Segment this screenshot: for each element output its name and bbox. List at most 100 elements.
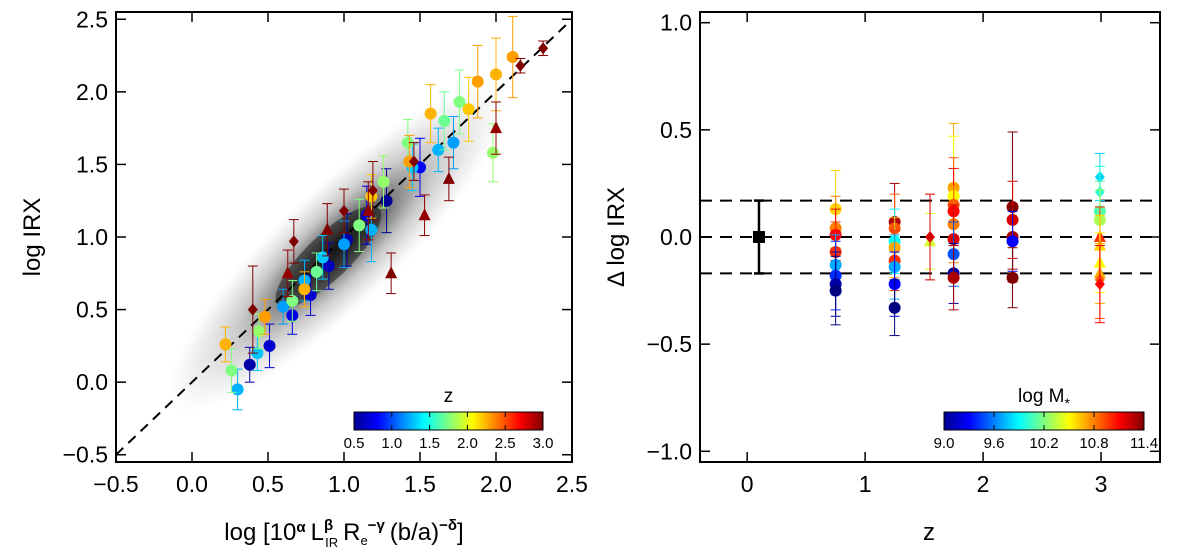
left-point xyxy=(219,338,232,351)
left-point xyxy=(316,251,329,264)
left-xlabel: log [10α Lβ IR Re−γ (b/a)−δ] xyxy=(224,517,463,550)
left-point xyxy=(322,260,335,273)
left-point xyxy=(286,294,299,307)
left-point xyxy=(252,325,265,338)
right-panel: 0 1 2 3 −1.0 −0.5 0.0 0.5 1.0 Δ log IRX z 9.0 9.6… xyxy=(603,10,1161,546)
right-y-tick-label: −0.5 xyxy=(647,331,692,357)
left-point xyxy=(288,235,299,248)
right-colorbar-tick-label: 9.6 xyxy=(984,435,1005,452)
series-4 xyxy=(281,101,502,298)
left-colorbar: 0.5 1.0 1.5 2.0 2.5 3.0 z xyxy=(344,386,554,452)
left-x-tick-label: 0.5 xyxy=(252,471,284,497)
scatter-marker xyxy=(752,231,765,243)
left-y-tick-label: 2.5 xyxy=(76,6,108,32)
right-xlabel: z xyxy=(923,519,935,546)
left-point xyxy=(380,194,393,207)
right-x-tick-label: 3 xyxy=(1095,471,1108,497)
right-plot-area xyxy=(700,122,1160,337)
left-point xyxy=(377,175,390,188)
right-y-tick-label: −1.0 xyxy=(647,438,692,464)
left-point xyxy=(338,238,350,251)
left-colorbar-title-text: z xyxy=(444,386,454,407)
right-axes: 0 1 2 3 −1.0 −0.5 0.0 0.5 1.0 xyxy=(647,10,1160,497)
right-colorbar-title: log M* xyxy=(1018,386,1070,411)
left-point xyxy=(438,114,451,127)
left-point xyxy=(362,203,375,216)
left-x-tick-label: 0.0 xyxy=(176,471,208,497)
residual-series-0 xyxy=(829,170,842,326)
right-point xyxy=(1006,235,1019,248)
right-y-tick-label: 0.0 xyxy=(660,224,692,250)
left-point xyxy=(310,265,323,278)
left-point xyxy=(432,143,445,156)
left-point xyxy=(401,136,414,149)
left-point xyxy=(298,283,311,296)
left-y-tick-label: 0.5 xyxy=(76,297,108,323)
left-point xyxy=(538,42,549,55)
right-colorbar-title-sub: * xyxy=(1065,395,1071,411)
left-colorbar-tick-label: 1.5 xyxy=(419,435,440,452)
right-colorbar-tick-label: 10.8 xyxy=(1079,435,1108,452)
right-x-tick-label: 0 xyxy=(741,471,754,497)
left-y-tick-label: −0.5 xyxy=(63,442,108,468)
right-colorbar: 9.0 9.6 10.2 10.8 11.4 log M* xyxy=(934,386,1158,452)
left-point xyxy=(321,222,334,235)
right-point xyxy=(947,271,960,284)
left-colorbar-tick-label: 0.5 xyxy=(344,435,365,452)
right-y-tick-label: 0.5 xyxy=(660,117,692,143)
left-colorbar-tick-label: 1.0 xyxy=(381,435,402,452)
right-colorbar-tick-label: 9.0 xyxy=(934,435,955,452)
left-colorbar-tick-label: 2.0 xyxy=(457,435,478,452)
right-colorbar-tick-label: 10.2 xyxy=(1029,435,1058,452)
right-point xyxy=(888,301,901,314)
left-y-tick-label: 0.0 xyxy=(76,369,108,395)
left-point xyxy=(281,266,294,279)
residual-series-4 xyxy=(1093,152,1106,324)
left-ylabel: log IRX xyxy=(19,198,46,277)
left-point xyxy=(486,146,499,159)
left-x-tick-label: 2.5 xyxy=(556,471,588,497)
left-point xyxy=(471,75,484,88)
right-ylabel: Δ log IRX xyxy=(603,187,630,287)
left-point xyxy=(490,68,502,81)
left-x-tick-label: 2.0 xyxy=(480,471,512,497)
left-point xyxy=(231,383,244,396)
left-point xyxy=(277,300,290,313)
left-point xyxy=(515,59,526,72)
left-point xyxy=(506,51,519,63)
left-point xyxy=(353,219,366,232)
left-point xyxy=(490,121,502,134)
right-point xyxy=(829,284,842,297)
left-plot-area xyxy=(116,15,572,456)
right-x-tick-label: 2 xyxy=(977,471,990,497)
left-point xyxy=(462,103,475,116)
right-y-tick-label: 1.0 xyxy=(660,10,692,36)
left-axes: −0.5 0.0 0.5 1.0 1.5 2.0 2.5 −0.5 0.0 0.5 1.0 1.5 2.… xyxy=(63,6,588,497)
left-y-tick-label: 1.5 xyxy=(76,151,108,177)
right-point xyxy=(1006,271,1019,284)
left-point xyxy=(243,358,256,371)
left-point xyxy=(225,364,238,377)
right-colorbar-title-text: log M xyxy=(1018,386,1064,407)
left-point xyxy=(385,266,398,279)
right-colorbar-tick-label: 11.4 xyxy=(1130,435,1158,452)
left-point xyxy=(418,208,431,221)
left-point xyxy=(263,339,276,352)
left-point xyxy=(442,171,455,184)
residual-series-1 xyxy=(888,182,901,337)
left-x-tick-label: 1.0 xyxy=(328,471,360,497)
left-colorbar-tick-label: 2.5 xyxy=(495,435,516,452)
right-point xyxy=(925,231,935,243)
left-point xyxy=(339,204,349,217)
series-5 xyxy=(247,40,549,354)
left-x-tick-label: −0.5 xyxy=(93,471,138,497)
left-point xyxy=(258,310,271,323)
left-colorbar-tick-label: 3.0 xyxy=(533,435,554,452)
left-point xyxy=(247,303,258,316)
left-point xyxy=(453,96,466,108)
left-y-tick-label: 1.0 xyxy=(76,224,108,250)
left-colorbar-title: z xyxy=(444,386,454,407)
left-y-tick-label: 2.0 xyxy=(76,79,108,105)
left-point xyxy=(408,155,419,168)
